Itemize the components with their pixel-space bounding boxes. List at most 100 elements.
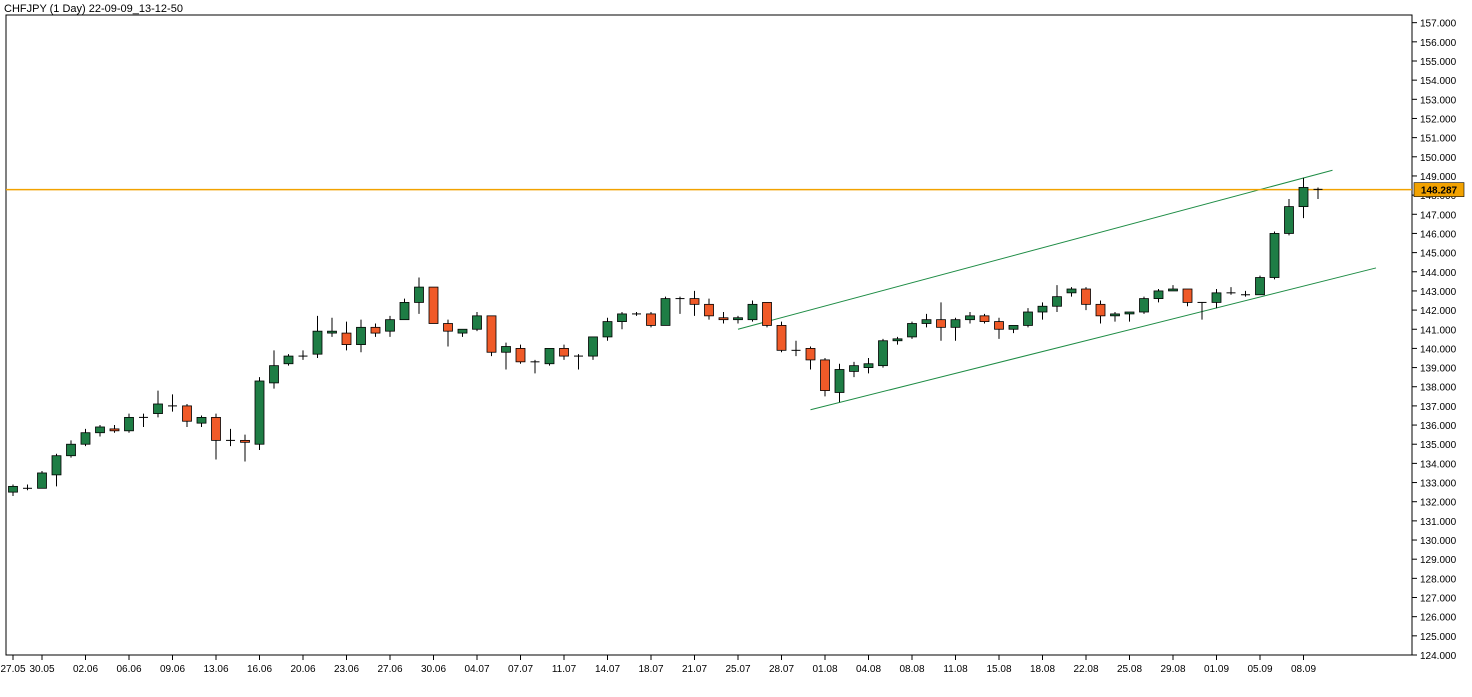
candle-body [1095,303,1106,317]
x-tick-label: 18.07 [638,664,663,675]
candle [791,340,801,357]
candle-body [515,348,526,363]
y-tick-label: 156.000 [1420,38,1457,49]
x-tick-label: 08.09 [1291,664,1316,675]
candle [356,319,366,353]
x-tick-label: 14.07 [595,664,620,675]
candle [1095,300,1106,324]
candle-body [37,472,47,489]
candle-body [1298,187,1309,208]
candle [1139,296,1149,314]
y-tick-label: 125.000 [1420,632,1457,643]
candle-body [327,330,337,334]
x-tick-label: 05.09 [1247,664,1272,675]
candle-body [66,443,76,457]
candle-body [617,313,627,322]
price-tag-box [1413,182,1465,197]
candle [574,354,583,370]
candle-body [979,315,990,322]
candle [8,484,18,496]
candle-body [385,319,395,332]
trend-line [810,267,1377,411]
y-tick-label: 155.000 [1420,57,1457,68]
candle [805,346,816,370]
candle [747,300,758,322]
candle [1226,287,1236,295]
candle [544,348,555,366]
candle-body [1052,296,1062,307]
trend-lines [737,169,1377,411]
x-tick-label: 13.06 [203,664,228,675]
candle [950,317,961,341]
candle [312,315,323,358]
candle [51,453,62,487]
x-tick-label: 08.08 [899,664,924,675]
candle [399,298,410,321]
candle [182,403,192,427]
x-tick-label: 25.08 [1117,664,1142,675]
candle-body [718,317,729,321]
candle-body [936,319,946,328]
x-tick-label: 04.08 [856,664,881,675]
x-tick-label: 22.08 [1073,664,1098,675]
candle [457,328,468,337]
y-axis: 124.000 125.000 126.000 127.000 128.000 129.0… [1412,19,1457,662]
candle [834,363,845,403]
x-tick-label: 01.08 [812,664,837,675]
candle [168,394,177,412]
candle-body [733,317,743,321]
candle-body [704,303,714,317]
candle-body [588,336,598,357]
y-tick-label: 127.000 [1420,594,1457,605]
y-tick-label: 143.000 [1420,287,1457,298]
candle-body [1182,288,1193,303]
candle [428,286,439,324]
candle [472,312,482,332]
candle-body [254,380,265,445]
x-tick-label: 20.06 [290,664,315,675]
candle [443,319,453,347]
candle-body [878,340,888,367]
candle [907,321,917,339]
candle [1052,285,1062,313]
x-tick-label: 01.09 [1204,664,1229,675]
candle [704,298,714,320]
y-tick-label: 150.000 [1420,153,1457,164]
candle [1255,275,1265,296]
candle [254,377,265,450]
candle [1066,287,1077,297]
candle [733,315,743,324]
candle [921,313,932,328]
y-tick-label: 144.000 [1420,268,1457,279]
x-tick-label: 27.06 [377,664,402,675]
candle [1298,177,1309,219]
candle [892,336,903,345]
candle-body [1284,206,1294,234]
candle [1037,302,1048,320]
candle-body [863,363,874,368]
x-tick-label: 18.08 [1030,664,1055,675]
candle [588,336,598,360]
candle [23,484,32,491]
candle [863,357,874,374]
candle-body [472,315,482,330]
candle [1284,198,1294,236]
candle [1313,187,1323,199]
y-tick-label: 151.000 [1420,134,1457,145]
x-tick-label: 25.07 [725,664,750,675]
candle-body [747,303,758,321]
y-tick-label: 129.000 [1420,555,1457,566]
candle [1153,289,1164,303]
y-tick-label: 141.000 [1420,325,1457,336]
candle-body [95,426,105,434]
candle [878,338,888,368]
candle [632,312,641,316]
candle-body [892,338,903,342]
x-tick-label: 21.07 [682,664,707,675]
candle [211,413,221,460]
candle [994,317,1004,339]
candle-body [646,313,656,326]
x-tick-label: 28.07 [769,664,794,675]
candle [327,317,337,337]
